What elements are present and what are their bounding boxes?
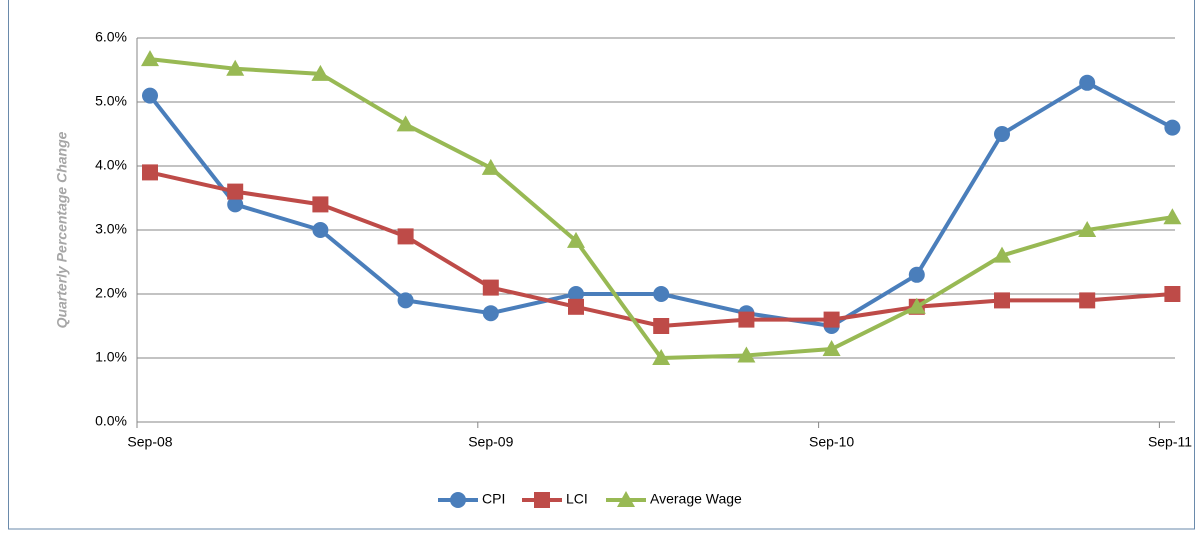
y-tick-label: 4.0% bbox=[95, 157, 127, 173]
data-point bbox=[907, 297, 926, 314]
x-tick-label: Sep-08 bbox=[127, 434, 172, 450]
data-point bbox=[908, 266, 925, 283]
y-tick-label: 6.0% bbox=[95, 29, 127, 45]
data-point bbox=[482, 279, 499, 296]
y-tick-label: 0.0% bbox=[95, 413, 127, 429]
data-point bbox=[653, 286, 670, 302]
y-tick-label: 3.0% bbox=[95, 221, 127, 237]
y-axis-title: Quarterly Percentage Change bbox=[54, 131, 70, 328]
data-point bbox=[1163, 208, 1182, 225]
x-tick-label: Sep-10 bbox=[809, 434, 854, 450]
data-point bbox=[141, 50, 159, 67]
data-point bbox=[226, 59, 245, 76]
data-point bbox=[227, 183, 244, 200]
legend-marker bbox=[450, 492, 466, 508]
data-point bbox=[993, 246, 1011, 263]
data-point bbox=[994, 292, 1010, 309]
data-point bbox=[227, 196, 244, 213]
legend-label: CPI bbox=[482, 491, 505, 507]
chart-frame bbox=[8, 0, 1195, 530]
data-point bbox=[823, 311, 840, 328]
y-tick-label: 5.0% bbox=[95, 93, 127, 109]
legend-marker bbox=[617, 491, 635, 507]
data-point bbox=[1164, 286, 1181, 302]
data-point bbox=[397, 292, 414, 309]
y-tick-label: 2.0% bbox=[95, 285, 127, 301]
legend-label: LCI bbox=[566, 491, 588, 507]
data-point bbox=[1078, 221, 1097, 237]
data-point bbox=[652, 349, 671, 365]
data-point bbox=[568, 286, 584, 302]
data-point bbox=[311, 64, 330, 81]
data-point bbox=[312, 222, 329, 238]
data-point bbox=[653, 318, 670, 334]
y-tick-label: 1.0% bbox=[95, 349, 127, 365]
data-point bbox=[397, 228, 414, 245]
data-point bbox=[1079, 292, 1096, 309]
x-tick-label: Sep-11 bbox=[1148, 434, 1192, 450]
data-point bbox=[822, 340, 841, 357]
legend-label: Average Wage bbox=[650, 491, 742, 507]
data-point bbox=[1079, 74, 1096, 91]
data-point bbox=[994, 126, 1010, 142]
data-point bbox=[567, 231, 585, 248]
data-point bbox=[142, 87, 158, 104]
data-point bbox=[737, 346, 756, 363]
data-point bbox=[568, 298, 584, 315]
data-point bbox=[1164, 119, 1181, 136]
data-point bbox=[396, 115, 415, 132]
data-point bbox=[738, 311, 755, 328]
legend-marker bbox=[534, 492, 550, 508]
data-point bbox=[481, 158, 500, 175]
data-point bbox=[312, 196, 329, 213]
data-point bbox=[482, 305, 499, 322]
data-point bbox=[142, 164, 158, 181]
x-tick-label: Sep-09 bbox=[468, 434, 513, 450]
